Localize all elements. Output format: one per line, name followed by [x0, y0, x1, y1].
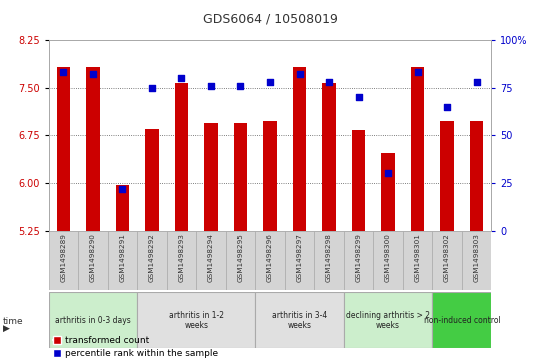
- Text: GSM1498294: GSM1498294: [208, 233, 214, 282]
- Text: GSM1498296: GSM1498296: [267, 233, 273, 282]
- Bar: [145, 129, 159, 231]
- Point: [443, 104, 451, 110]
- Text: GSM1498298: GSM1498298: [326, 233, 332, 282]
- Legend: transformed count, percentile rank within the sample: transformed count, percentile rank withi…: [53, 336, 218, 359]
- Bar: [175, 83, 188, 231]
- Bar: [433, 231, 462, 290]
- Text: arthritis in 1-2
weeks: arthritis in 1-2 weeks: [168, 311, 224, 330]
- Bar: [403, 231, 433, 290]
- Bar: [234, 122, 247, 231]
- Text: GSM1498289: GSM1498289: [60, 233, 66, 282]
- Point: [295, 71, 304, 77]
- Point: [325, 79, 333, 85]
- Point: [59, 69, 68, 75]
- Bar: [381, 153, 395, 231]
- Text: GSM1498295: GSM1498295: [238, 233, 244, 282]
- Bar: [78, 231, 107, 290]
- Point: [413, 69, 422, 75]
- Text: ▶: ▶: [3, 324, 10, 333]
- Bar: [411, 67, 424, 231]
- Bar: [49, 231, 78, 290]
- Point: [266, 79, 274, 85]
- Bar: [314, 231, 344, 290]
- Point: [354, 94, 363, 100]
- Text: GSM1498302: GSM1498302: [444, 233, 450, 282]
- Bar: [49, 292, 137, 348]
- Point: [236, 83, 245, 89]
- Point: [177, 75, 186, 81]
- Bar: [344, 292, 433, 348]
- Text: GSM1498293: GSM1498293: [178, 233, 185, 282]
- Bar: [462, 231, 491, 290]
- Bar: [167, 231, 196, 290]
- Point: [147, 85, 156, 90]
- Bar: [137, 292, 255, 348]
- Bar: [293, 67, 306, 231]
- Text: GSM1498301: GSM1498301: [415, 233, 421, 282]
- Bar: [352, 130, 365, 231]
- Bar: [226, 231, 255, 290]
- Text: GSM1498297: GSM1498297: [296, 233, 302, 282]
- Bar: [441, 121, 454, 231]
- Text: GSM1498290: GSM1498290: [90, 233, 96, 282]
- Bar: [373, 231, 403, 290]
- Text: declining arthritis > 2
weeks: declining arthritis > 2 weeks: [346, 311, 430, 330]
- Bar: [116, 185, 129, 231]
- Text: non-induced control: non-induced control: [423, 316, 500, 325]
- Bar: [107, 231, 137, 290]
- Bar: [264, 121, 276, 231]
- Bar: [433, 292, 491, 348]
- Bar: [57, 67, 70, 231]
- Text: GSM1498300: GSM1498300: [385, 233, 391, 282]
- Point: [89, 71, 97, 77]
- Bar: [86, 67, 99, 231]
- Bar: [470, 121, 483, 231]
- Text: arthritis in 3-4
weeks: arthritis in 3-4 weeks: [272, 311, 327, 330]
- Bar: [204, 122, 218, 231]
- Bar: [137, 231, 167, 290]
- Point: [207, 83, 215, 89]
- Text: GSM1498292: GSM1498292: [149, 233, 155, 282]
- Text: GSM1498299: GSM1498299: [355, 233, 362, 282]
- Text: GDS6064 / 10508019: GDS6064 / 10508019: [202, 13, 338, 26]
- Bar: [322, 83, 336, 231]
- Point: [118, 185, 127, 191]
- Bar: [255, 231, 285, 290]
- Text: time: time: [3, 317, 23, 326]
- Point: [384, 170, 393, 176]
- Bar: [344, 231, 373, 290]
- Bar: [255, 292, 344, 348]
- Bar: [285, 231, 314, 290]
- Point: [472, 79, 481, 85]
- Bar: [196, 231, 226, 290]
- Text: arthritis in 0-3 days: arthritis in 0-3 days: [55, 316, 131, 325]
- Text: GSM1498303: GSM1498303: [474, 233, 480, 282]
- Text: GSM1498291: GSM1498291: [119, 233, 125, 282]
